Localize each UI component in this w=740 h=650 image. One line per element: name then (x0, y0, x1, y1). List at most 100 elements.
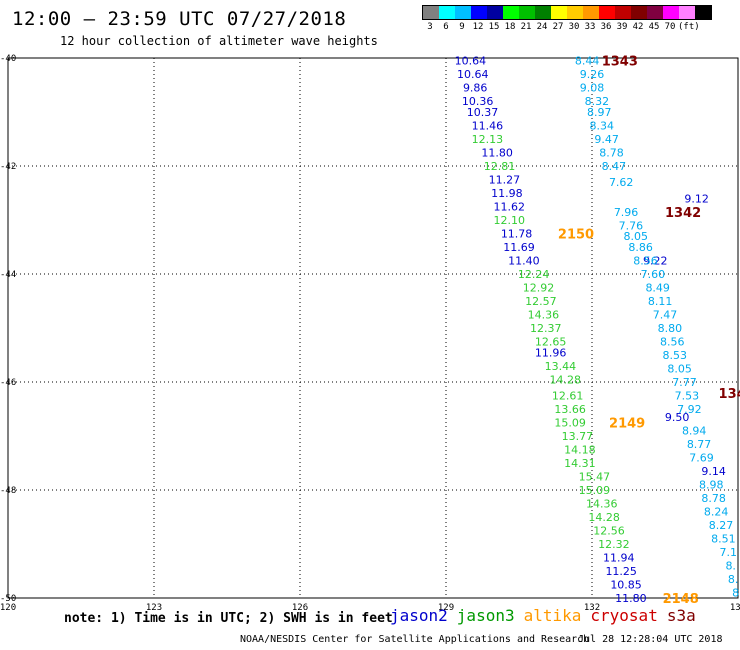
legend-swatch (679, 6, 695, 19)
wave-height-value: 8.24 (704, 506, 729, 519)
wave-height-value: 7.76 (619, 219, 644, 232)
wave-height-value: 8.78 (701, 492, 726, 505)
legend-labels: 3 6 9 12 15 18 21 24 27 30 33 36 39 42 45 70 (ft) (422, 22, 712, 32)
chart-subtitle: 12 hour collection of altimeter wave hei… (60, 34, 378, 48)
wave-height-value: 12.81 (484, 160, 516, 173)
wave-height-value: 12.32 (598, 538, 630, 551)
x-tick-label: 120 (0, 603, 16, 610)
wave-height-value: 11.80 (481, 147, 513, 160)
legend-swatch (487, 6, 503, 19)
legend-label: 33 (584, 22, 596, 32)
wave-height-value: 8.11 (648, 295, 673, 308)
wave-height-value: 14.28 (549, 373, 581, 386)
legend-label: 45 (648, 22, 660, 32)
satellite-name-s3a: s3a (666, 606, 696, 625)
wave-height-value: 10.37 (467, 106, 499, 119)
wave-height-value: 7.53 (675, 390, 700, 403)
legend-label: 15 (488, 22, 500, 32)
wave-height-value: 8. (725, 560, 736, 573)
pass-time-label: 2150 (558, 228, 594, 243)
wave-height-value: 7.77 (672, 376, 697, 389)
wave-height-value: 11.62 (494, 201, 526, 214)
legend-swatch (503, 6, 519, 19)
timestamp-text: Jul 28 12:28:04 UTC 2018 (578, 634, 723, 645)
wave-height-value: 11.80 (615, 592, 647, 605)
wave-height-value: 9.26 (580, 68, 605, 81)
legend-label: 3 (427, 22, 433, 32)
y-tick-label: -46 (0, 378, 16, 388)
legend-label: 70 (664, 22, 676, 32)
chart-title: 12:00 – 23:59 UTC 07/27/2018 (12, 8, 347, 30)
legend-swatch (471, 6, 487, 19)
legend-label: 12 (472, 22, 484, 32)
wave-height-value: 11.98 (491, 187, 523, 200)
legend-swatch (695, 6, 711, 19)
legend-label: 21 (520, 22, 532, 32)
wave-height-value: 8 (732, 587, 739, 600)
wave-height-value: 8.80 (658, 322, 683, 335)
wave-height-value: 8.49 (645, 282, 670, 295)
legend-swatches (422, 5, 712, 20)
legend-label: 9 (459, 22, 465, 32)
wave-height-value: 11.94 (603, 552, 635, 565)
wave-height-value: 7.92 (677, 403, 702, 416)
wave-height-value: 7.60 (641, 268, 666, 281)
satellite-legend: jason2 jason3 altika cryosat s3a (390, 606, 705, 625)
y-tick-label: -48 (0, 486, 16, 496)
wave-height-value: 14.36 (528, 309, 560, 322)
wave-height-value: 10.85 (610, 579, 642, 592)
wave-height-value: 15.47 (579, 471, 611, 484)
wave-height-value: 9.08 (580, 82, 605, 95)
wave-height-value: 12.56 (593, 525, 625, 538)
legend-swatch (631, 6, 647, 19)
legend-swatch (615, 6, 631, 19)
wave-height-value: 8.56 (633, 255, 658, 268)
legend-label: 39 (616, 22, 628, 32)
wave-height-value: 12.24 (518, 268, 550, 281)
wave-height-value: 8.94 (682, 425, 707, 438)
wave-height-value: 8.56 (660, 336, 685, 349)
color-scale-legend: 3 6 9 12 15 18 21 24 27 30 33 36 39 42 45 70 (ft) (422, 5, 712, 32)
wave-height-value: 9.86 (463, 82, 488, 95)
y-tick-label: -44 (0, 270, 16, 280)
pass-time-label: 2148 (663, 592, 699, 607)
satellite-name-jason3: jason3 (456, 606, 515, 625)
wave-height-value: 7.47 (653, 309, 678, 322)
wave-height-value: 14.31 (564, 457, 596, 470)
wave-height-value: 14.18 (564, 444, 596, 457)
wave-height-value: 8.78 (599, 147, 624, 160)
legend-swatch (599, 6, 615, 19)
footer-note: note: 1) Time is in UTC; 2) SWH is in fe… (64, 611, 393, 626)
legend-label: 18 (504, 22, 516, 32)
wave-height-value: 7.96 (614, 206, 639, 219)
wave-height-value: 8.34 (589, 120, 614, 133)
wave-height-value: 10.64 (455, 55, 487, 68)
legend-swatch (455, 6, 471, 19)
wave-height-value: 11.25 (605, 565, 637, 578)
x-tick-label: 123 (146, 603, 162, 610)
satellite-name-jason2: jason2 (390, 606, 448, 625)
wave-height-value: 7.62 (609, 176, 634, 189)
wave-height-value: 8.47 (602, 160, 627, 173)
pass-time-label: 2149 (609, 417, 645, 432)
wave-height-value: 8.05 (624, 230, 649, 243)
legend-swatch (439, 6, 455, 19)
wave-height-value: 7.1 (720, 546, 738, 559)
wave-height-value: 9.14 (701, 465, 726, 478)
wave-height-value: 11.69 (503, 241, 535, 254)
wave-height-value: 13.66 (554, 403, 586, 416)
wave-height-value: 12.10 (494, 214, 526, 227)
legend-swatch (551, 6, 567, 19)
legend-swatch (567, 6, 583, 19)
wave-height-value: 8.86 (628, 241, 653, 254)
wave-height-value: 10.36 (462, 95, 494, 108)
wave-height-value: 12.65 (535, 336, 567, 349)
legend-swatch (519, 6, 535, 19)
legend-swatch (535, 6, 551, 19)
wave-height-value: 12.37 (530, 322, 562, 335)
wave-height-value: 8.05 (667, 363, 692, 376)
wave-height-value: 11.46 (472, 120, 504, 133)
wave-height-value: 13.44 (545, 360, 577, 373)
x-tick-label: 129 (438, 603, 454, 610)
y-tick-label: -40 (0, 54, 16, 64)
